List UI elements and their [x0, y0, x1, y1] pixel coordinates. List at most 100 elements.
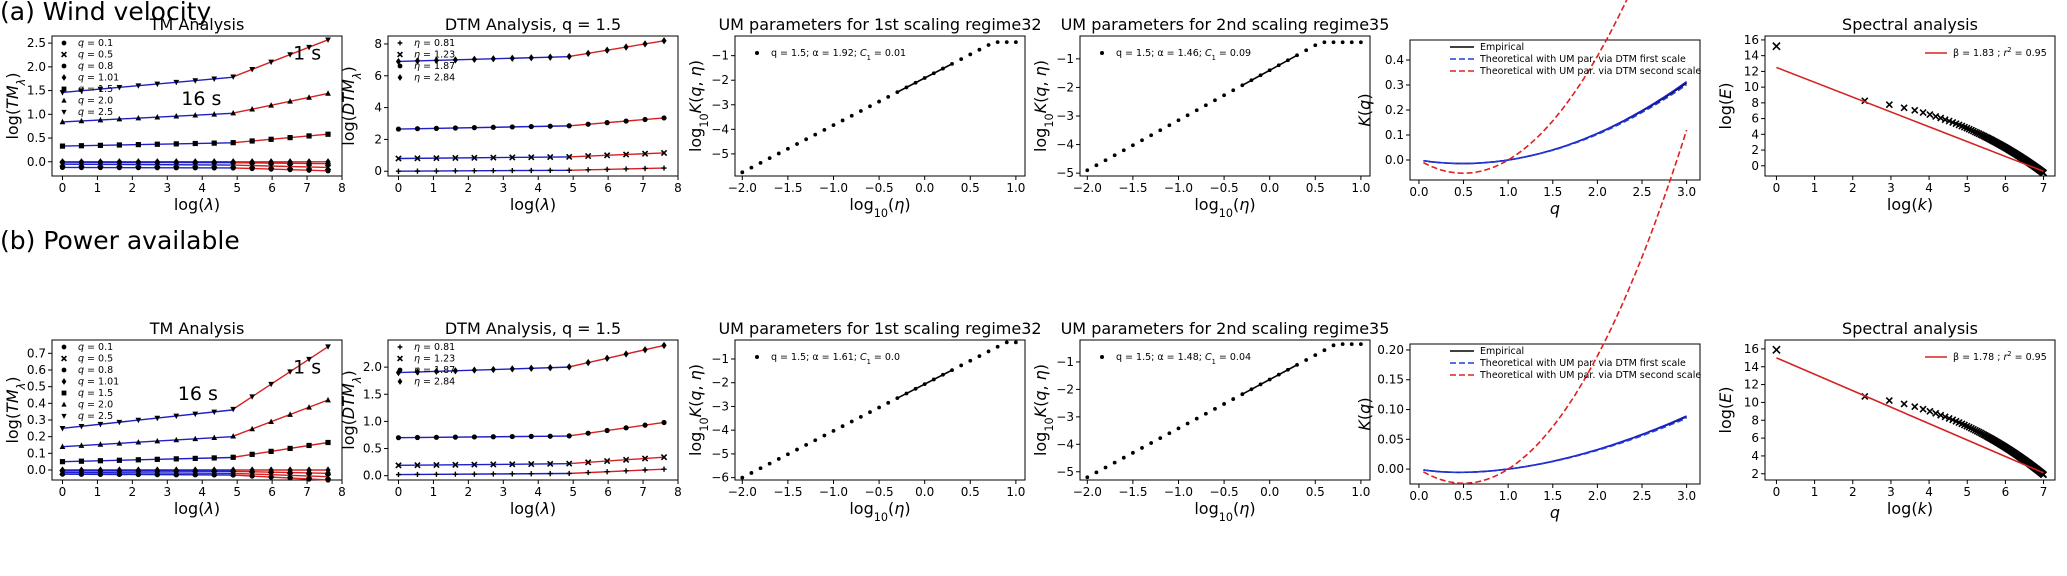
data-point	[211, 472, 217, 478]
data-point	[471, 461, 478, 468]
row-title: (a) Wind velocity	[0, 0, 211, 26]
x-tick-label: 7	[303, 181, 311, 195]
data-point	[660, 454, 668, 461]
x-tick-label: 6	[2002, 485, 2010, 499]
y-tick-label: 6	[374, 69, 382, 83]
data-point	[585, 358, 591, 367]
data-point	[585, 469, 591, 476]
data-point	[230, 158, 236, 166]
data-point	[977, 47, 982, 52]
legend-label: Empirical	[1480, 42, 1524, 53]
y-axis-label: log10K(q, η)	[1031, 60, 1056, 152]
data-point	[230, 466, 236, 474]
fit-line-first-regime	[62, 76, 233, 94]
x-axis-label: log(k)	[1887, 499, 1933, 518]
x-tick-label: 4	[1925, 485, 1933, 499]
x-tick-label: 1	[430, 181, 438, 195]
data-point	[1349, 342, 1354, 347]
data-point	[287, 475, 293, 481]
x-tick-label: 7	[639, 485, 647, 499]
data-point	[604, 166, 610, 172]
data-point	[135, 114, 142, 121]
y-tick-label: 16	[1744, 33, 1759, 47]
y-tick-label: 0.3	[1385, 78, 1404, 92]
data-point	[268, 136, 274, 142]
data-point	[1313, 43, 1318, 48]
x-tick-label: 2	[129, 181, 137, 195]
panel-title: DTM Analysis, q = 1.5	[445, 319, 621, 338]
x-tick-label: 0	[59, 485, 67, 499]
series-line	[59, 471, 331, 483]
x-tick-label: 8	[338, 181, 346, 195]
fit-line-second-regime	[231, 39, 329, 78]
x-tick-label: 5	[1963, 181, 1971, 195]
data-point	[604, 120, 610, 126]
data-point	[886, 94, 891, 99]
data-point	[661, 341, 667, 350]
data-point	[1304, 358, 1309, 362]
y-tick-label: −5	[1056, 465, 1074, 479]
data-point	[547, 53, 553, 61]
data-point	[1926, 407, 1934, 415]
data-point	[249, 451, 255, 457]
legend-label: Theoretical with UM par. via DTM second …	[1479, 66, 1701, 77]
data-point	[1919, 109, 1927, 117]
data-point	[173, 158, 179, 166]
fit-line-second-regime	[231, 474, 329, 481]
data-point	[249, 158, 255, 166]
x-tick-label: 0	[1773, 485, 1781, 499]
legend-marker	[397, 344, 403, 350]
x-axis-label: log(λ)	[174, 195, 220, 214]
y-tick-label: 4	[1751, 449, 1759, 463]
data-point	[661, 419, 667, 426]
x-tick-label: 1.0	[1006, 181, 1025, 195]
data-point	[623, 118, 629, 124]
y-tick-label: 0.6	[27, 363, 46, 377]
data-point	[877, 405, 881, 410]
data-point	[135, 158, 141, 166]
data-point	[509, 365, 515, 373]
data-point	[306, 404, 312, 410]
data-point	[116, 165, 122, 171]
data-point	[471, 366, 477, 374]
fit-line-second-regime	[567, 468, 665, 475]
data-point	[59, 459, 66, 465]
data-point	[116, 158, 122, 166]
data-point	[1130, 143, 1135, 148]
series-line	[395, 466, 667, 478]
data-point	[959, 363, 964, 368]
fit-line-first-regime	[62, 163, 232, 166]
fit-line-second-regime	[231, 441, 329, 459]
data-point	[268, 166, 274, 172]
data-point	[173, 413, 180, 420]
y-tick-label: 0.1	[27, 446, 46, 460]
data-point	[490, 471, 496, 477]
data-point	[660, 149, 668, 157]
data-point	[287, 445, 293, 452]
series-line	[395, 149, 668, 162]
y-tick-label: −5	[1056, 166, 1074, 180]
x-tick-label: 4	[198, 485, 206, 499]
data-point	[813, 132, 818, 137]
annotation-label: 16 s	[181, 88, 221, 110]
x-tick-label: −1.0	[1164, 181, 1193, 195]
data-point	[661, 466, 667, 472]
panel-kq: 0.0 0.5 1.0 1.5 2.0 2.5 3.0 0.0 0.1 0.2 0.3 0.4 q K(q…	[1355, 0, 1701, 218]
data-point	[59, 143, 66, 149]
data-point	[566, 167, 572, 173]
data-point	[1203, 411, 1208, 416]
data-point	[249, 425, 256, 432]
x-tick-label: −0.5	[865, 485, 894, 499]
x-tick-label: 5	[569, 181, 577, 195]
data-point	[767, 156, 772, 161]
data-point	[173, 472, 179, 478]
data-point	[230, 454, 236, 460]
data-point	[471, 154, 478, 161]
x-tick-label: −1.5	[773, 181, 802, 195]
legend-label: q = 0.1	[78, 38, 113, 49]
legend: Empirical Theoretical with UM par. via DT…	[1450, 42, 1701, 77]
data-point	[433, 471, 440, 477]
data-point	[135, 466, 141, 474]
data-point	[566, 52, 572, 61]
